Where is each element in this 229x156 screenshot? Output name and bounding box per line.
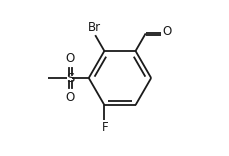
Text: O: O (66, 91, 75, 104)
Text: O: O (66, 52, 75, 65)
Text: S: S (66, 71, 74, 85)
Text: O: O (163, 25, 172, 38)
Text: Br: Br (88, 21, 101, 34)
Text: F: F (102, 121, 109, 134)
